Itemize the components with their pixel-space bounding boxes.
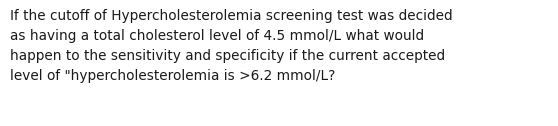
Text: If the cutoff of Hypercholesterolemia screening test was decided
as having a tot: If the cutoff of Hypercholesterolemia sc… (10, 9, 453, 83)
